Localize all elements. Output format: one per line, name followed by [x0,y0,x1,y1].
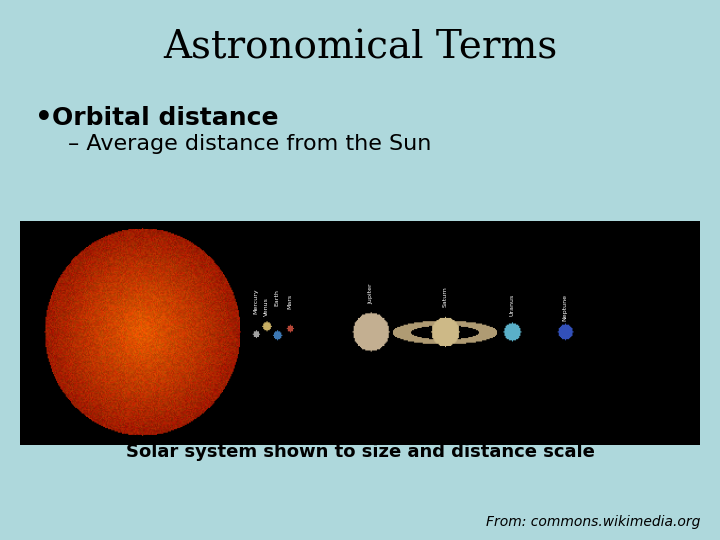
Text: Solar system shown to size and distance scale: Solar system shown to size and distance … [125,443,595,461]
Text: Venus: Venus [264,298,269,316]
Text: Earth: Earth [274,288,279,306]
Text: Astronomical Terms: Astronomical Terms [163,30,557,66]
Text: Orbital distance: Orbital distance [52,106,279,130]
Text: Uranus: Uranus [509,294,514,316]
Text: From: commons.wikimedia.org: From: commons.wikimedia.org [485,515,700,529]
Text: Neptune: Neptune [562,294,567,321]
Text: Mercury: Mercury [253,288,258,314]
Text: •: • [35,104,53,132]
Text: Jupiter: Jupiter [368,283,373,303]
Text: Saturn: Saturn [443,286,447,307]
Text: Mars: Mars [287,294,292,309]
Text: – Average distance from the Sun: – Average distance from the Sun [68,134,431,154]
